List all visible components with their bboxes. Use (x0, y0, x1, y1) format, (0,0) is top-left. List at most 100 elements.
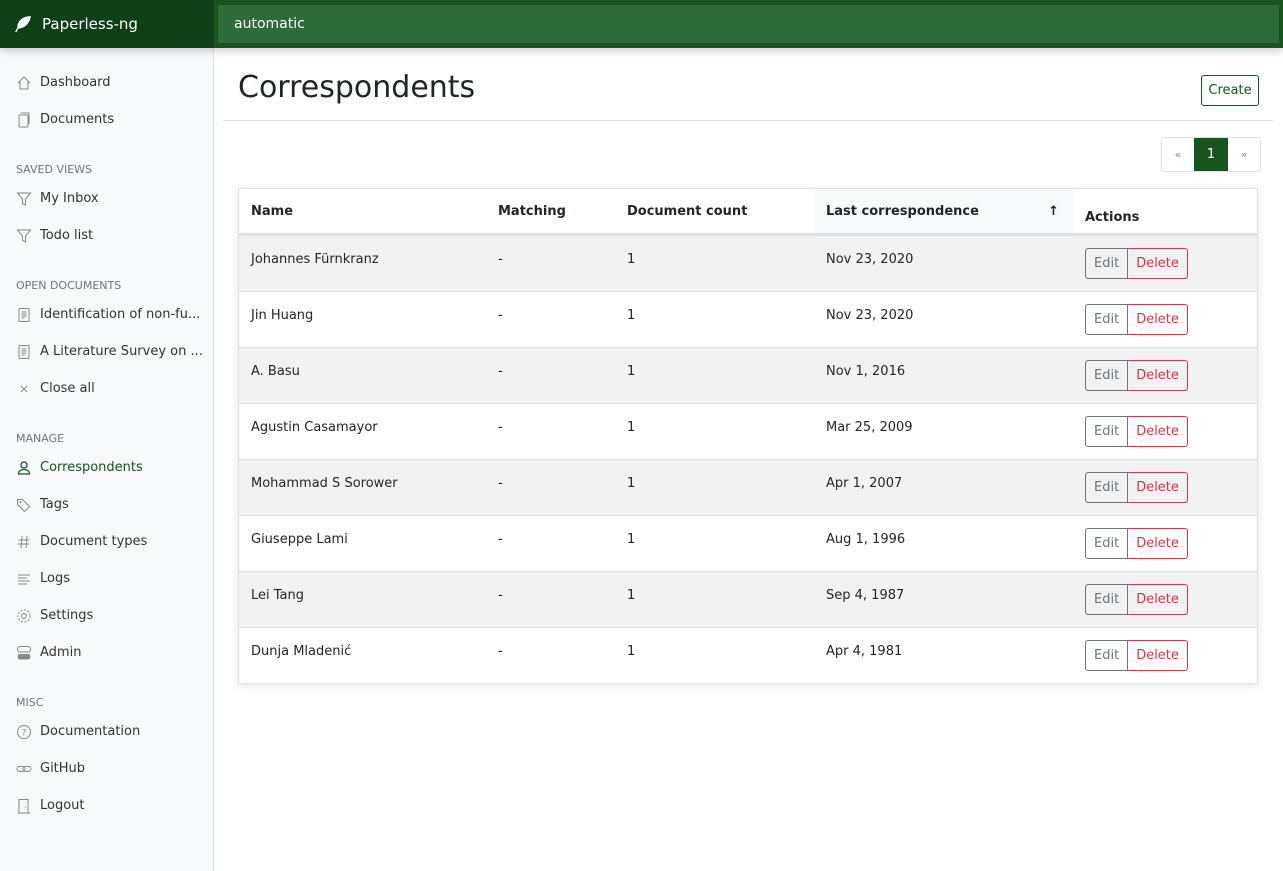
edit-button[interactable]: Edit (1085, 640, 1129, 671)
sidebar-item-label: Settings (40, 608, 94, 623)
sidebar-item-document-types[interactable]: Document types (0, 523, 213, 560)
text-left-icon (16, 571, 32, 587)
column-header-last-correspondence[interactable]: Last correspondence ↑ (814, 189, 1073, 233)
cell-actions: Edit Delete (1073, 628, 1257, 683)
cell-matching: - (498, 588, 503, 603)
cell-last-correspondence: Apr 4, 1981 (826, 644, 903, 659)
delete-button[interactable]: Delete (1128, 360, 1188, 391)
sidebar-item-correspondents[interactable]: Correspondents (0, 449, 213, 486)
delete-button[interactable]: Delete (1128, 248, 1188, 279)
cell-last-correspondence: Mar 25, 2009 (826, 420, 913, 435)
delete-button[interactable]: Delete (1128, 584, 1188, 615)
table-row: Giuseppe Lami - 1 Aug 1, 1996 Edit Delete (239, 515, 1257, 571)
sidebar-item-label: My Inbox (40, 191, 99, 206)
sidebar-item-label: Logout (40, 798, 85, 813)
pagination-page-1[interactable]: 1 (1194, 138, 1228, 171)
delete-button[interactable]: Delete (1128, 416, 1188, 447)
sidebar-item-settings[interactable]: Settings (0, 597, 213, 634)
cell-matching: - (498, 252, 503, 267)
cell-name[interactable]: Jin Huang (251, 308, 314, 323)
pagination-next[interactable]: » (1240, 148, 1248, 161)
edit-button[interactable]: Edit (1085, 528, 1129, 559)
edit-button[interactable]: Edit (1085, 472, 1129, 503)
column-label: Last correspondence (826, 203, 979, 219)
cell-matching: - (498, 644, 503, 659)
edit-button[interactable]: Edit (1085, 584, 1129, 615)
cell-document-count: 1 (627, 308, 636, 323)
cell-name[interactable]: Giuseppe Lami (251, 532, 348, 547)
cell-name[interactable]: Johannes Fürnkranz (251, 252, 379, 267)
cell-name[interactable]: Lei Tang (251, 588, 305, 603)
cell-document-count: 1 (627, 476, 636, 491)
sidebar-item-github[interactable]: GitHub (0, 750, 213, 787)
sidebar-item-label: A Literature Survey on ... (40, 344, 203, 359)
sidebar-item-label: Identification of non-fu... (40, 307, 201, 322)
funnel-icon (16, 191, 32, 207)
cell-matching: - (498, 308, 503, 323)
delete-button[interactable]: Delete (1128, 528, 1188, 559)
x-icon (16, 381, 32, 397)
divider (223, 120, 1273, 121)
create-button[interactable]: Create (1201, 75, 1259, 106)
cell-matching: - (498, 364, 503, 379)
sidebar-item-logout[interactable]: Logout (0, 787, 213, 824)
cell-actions: Edit Delete (1073, 516, 1257, 571)
files-icon (16, 112, 32, 128)
table-row: Jin Huang - 1 Nov 23, 2020 Edit Delete (239, 291, 1257, 347)
sidebar-item-close-all[interactable]: Close all (0, 370, 213, 407)
tags-icon (16, 497, 32, 513)
sidebar-item-label: Admin (40, 645, 82, 660)
cell-document-count: 1 (627, 532, 636, 547)
sidebar-item-documents[interactable]: Documents (0, 101, 213, 138)
edit-button[interactable]: Edit (1085, 304, 1129, 335)
sidebar-heading-misc: Misc (16, 695, 44, 709)
funnel-icon (16, 228, 32, 244)
leaf-logo-icon (15, 16, 31, 33)
edit-button[interactable]: Edit (1085, 416, 1129, 447)
file-text-icon (16, 307, 32, 323)
cell-name[interactable]: A. Basu (251, 364, 300, 379)
sidebar-item-a-literature-survey-on[interactable]: A Literature Survey on ... (0, 333, 213, 370)
cell-name[interactable]: Mohammad S Sorower (251, 476, 398, 491)
sidebar-item-logs[interactable]: Logs (0, 560, 213, 597)
cell-last-correspondence: Nov 23, 2020 (826, 308, 914, 323)
cell-name[interactable]: Agustin Casamayor (251, 420, 378, 435)
column-header-document-count[interactable]: Document count (627, 203, 748, 219)
sidebar-heading-saved-views: Saved views (16, 162, 93, 176)
sidebar-item-my-inbox[interactable]: My Inbox (0, 180, 213, 217)
cell-document-count: 1 (627, 420, 636, 435)
delete-button[interactable]: Delete (1128, 640, 1188, 671)
cell-matching: - (498, 420, 503, 435)
sidebar-item-identification-of-non-fu[interactable]: Identification of non-fu... (0, 296, 213, 333)
sidebar-item-label: Close all (40, 381, 95, 396)
pagination-prev[interactable]: « (1174, 148, 1182, 161)
brand-link[interactable]: Paperless-ng (0, 0, 214, 48)
column-header-matching[interactable]: Matching (498, 203, 566, 219)
sidebar-item-label: GitHub (40, 761, 86, 776)
cell-name[interactable]: Dunja Mladenić (251, 644, 352, 659)
cell-actions: Edit Delete (1073, 348, 1257, 403)
edit-button[interactable]: Edit (1085, 360, 1129, 391)
sidebar-item-admin[interactable]: Admin (0, 634, 213, 671)
cell-document-count: 1 (627, 644, 636, 659)
edit-button[interactable]: Edit (1085, 248, 1129, 279)
sidebar-item-tags[interactable]: Tags (0, 486, 213, 523)
person-icon (16, 460, 32, 476)
table-row: Dunja Mladenić - 1 Apr 4, 1981 Edit Delete (239, 627, 1257, 683)
page-title: Correspondents (238, 70, 476, 105)
top-navbar: Paperless-ng automatic (0, 0, 1283, 48)
cell-actions: Edit Delete (1073, 292, 1257, 347)
delete-button[interactable]: Delete (1128, 304, 1188, 335)
sidebar-item-dashboard[interactable]: Dashboard (0, 64, 213, 101)
column-header-name[interactable]: Name (251, 203, 294, 219)
sidebar-item-documentation[interactable]: ? Documentation (0, 713, 213, 750)
sidebar-item-label: Logs (40, 571, 70, 586)
sidebar-item-label: Dashboard (40, 75, 111, 90)
cell-last-correspondence: Nov 1, 2016 (826, 364, 906, 379)
cell-document-count: 1 (627, 364, 636, 379)
search-input[interactable]: automatic (218, 5, 1279, 43)
cell-actions: Edit Delete (1073, 572, 1257, 627)
delete-button[interactable]: Delete (1128, 472, 1188, 503)
cell-last-correspondence: Sep 4, 1987 (826, 588, 905, 603)
sidebar-item-todo-list[interactable]: Todo list (0, 217, 213, 254)
